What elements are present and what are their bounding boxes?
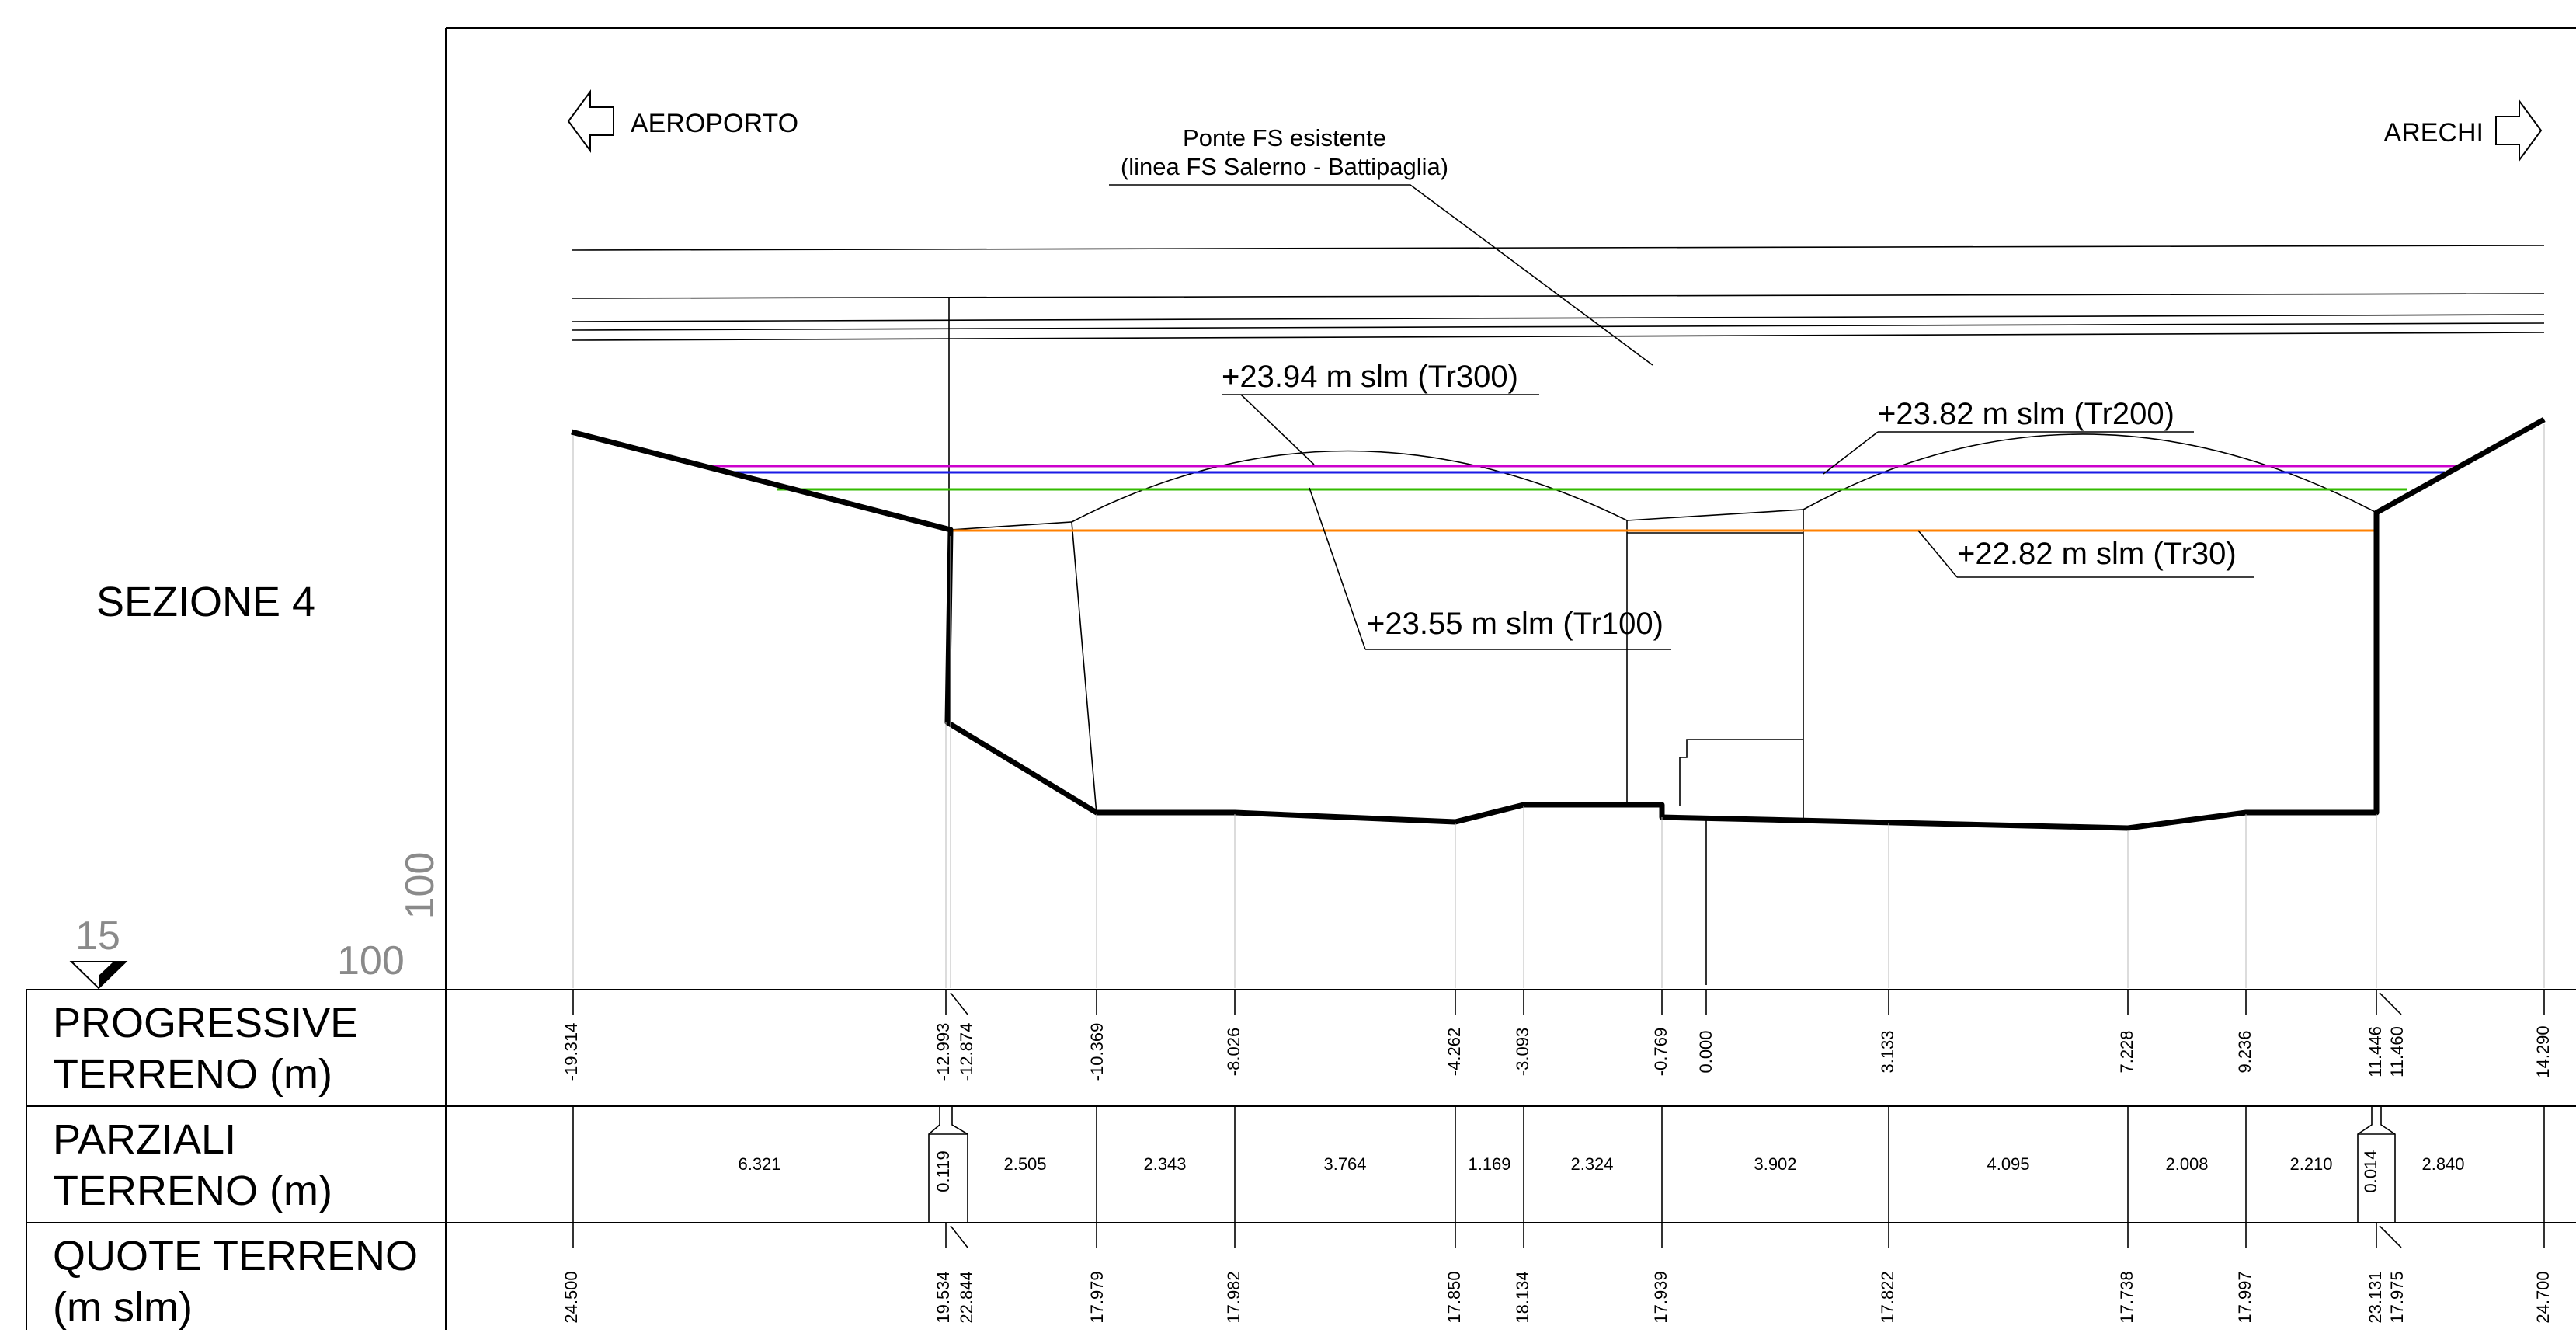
quote-value: 17.939 <box>1651 1271 1670 1323</box>
parziali-value: 2.840 <box>2421 1154 2464 1174</box>
parziali-value: 1.169 <box>1468 1154 1510 1174</box>
progressive-value: 0.000 <box>1696 1030 1716 1073</box>
progressive-value: 9.236 <box>2235 1030 2254 1073</box>
parziali-value: 3.764 <box>1323 1154 1366 1174</box>
parziali-value: 2.210 <box>2289 1154 2332 1174</box>
guide-lines <box>572 424 2545 988</box>
gap-callout-left <box>928 1106 940 1223</box>
parziali-value: 4.095 <box>1987 1154 2029 1174</box>
quote-value: 18.134 <box>1513 1271 1532 1323</box>
water-level-tr30-label: +22.82 m slm (Tr30) <box>1957 537 2237 571</box>
progressive-value: 11.446 <box>2366 1026 2385 1077</box>
parziali-value: 2.324 <box>1570 1154 1613 1174</box>
bridge-note-line1: Ponte FS esistente <box>1183 124 1386 151</box>
row-label-quote-line2: (m slm) <box>53 1284 193 1331</box>
data-table-grid <box>26 989 2576 1330</box>
quote-value: 17.850 <box>1444 1271 1464 1323</box>
quote-value: 24.700 <box>2533 1271 2553 1323</box>
quote-value: 24.500 <box>561 1271 581 1323</box>
water-level-tr200-label: +23.82 m slm (Tr200) <box>1878 397 2174 431</box>
bridge-deck-lines <box>571 245 2545 341</box>
parziali-value: 0.119 <box>933 1150 953 1192</box>
parziali-value: 6.321 <box>738 1154 780 1174</box>
direction-left-label: AEROPORTO <box>631 109 798 138</box>
parziali-value: 2.343 <box>1143 1154 1186 1174</box>
progressive-value: -3.093 <box>1513 1028 1532 1076</box>
scale-mark-100-vertical: 100 <box>398 852 443 920</box>
progressive-value: 11.460 <box>2387 1026 2407 1077</box>
quote-value: 17.822 <box>1878 1271 1897 1323</box>
progressive-value: -12.993 <box>933 1023 953 1081</box>
progressive-value: 3.133 <box>1878 1030 1897 1073</box>
quote-value: 17.997 <box>2235 1271 2254 1323</box>
parziali-value: 0.014 <box>2361 1150 2380 1192</box>
row-label-parziali-line2: TERRENO (m) <box>53 1168 332 1214</box>
row-label-progressive: PROGRESSIVE TERRENO (m) <box>53 997 358 1100</box>
parziali-value: 2.505 <box>1003 1154 1046 1174</box>
arrow-left-icon <box>567 89 614 154</box>
scale-mark-15: 15 <box>75 914 120 959</box>
row-label-quote-line1: QUOTE TERRENO <box>53 1233 419 1279</box>
arrow-right-icon <box>2495 98 2543 163</box>
bridge-note-line2: (linea FS Salerno - Battipaglia) <box>1121 153 1448 180</box>
quote-value: 17.975 <box>2387 1271 2407 1323</box>
row-label-parziali: PARZIALI TERRENO (m) <box>53 1114 332 1216</box>
quote-value: 19.534 <box>933 1271 953 1323</box>
progressive-value: -4.262 <box>1444 1028 1464 1076</box>
ground-profile-line <box>571 416 2546 831</box>
quote-value: 17.738 <box>2117 1271 2136 1323</box>
progressive-value: 14.290 <box>2533 1025 2553 1077</box>
progressive-value: -10.369 <box>1087 1023 1107 1081</box>
table-values: -19.314 -12.993 -12.874 -10.369 -8.026 -4.262… <box>561 1023 2553 1324</box>
row-label-parziali-line1: PARZIALI <box>53 1116 237 1163</box>
progressive-value: -8.026 <box>1224 1028 1243 1076</box>
progressive-value: -0.769 <box>1651 1028 1670 1076</box>
bridge-note-leader <box>1109 184 1653 366</box>
water-level-tr300-label: +23.94 m slm (Tr300) <box>1222 360 1518 394</box>
quote-value: 17.982 <box>1224 1271 1243 1323</box>
section-title: SEZIONE 4 <box>96 579 316 625</box>
scale-mark-100-horizontal: 100 <box>337 938 405 983</box>
quote-value: 17.979 <box>1087 1271 1107 1323</box>
progressive-value: 7.228 <box>2117 1030 2136 1073</box>
quote-value: 23.131 <box>2366 1271 2385 1323</box>
parziali-value: 2.008 <box>2165 1154 2208 1174</box>
progressive-value: -12.874 <box>957 1023 976 1081</box>
gap-callout-right <box>2357 1106 2373 1223</box>
row-label-quote: QUOTE TERRENO (m slm) <box>53 1230 418 1333</box>
table-ticks <box>572 990 2545 1223</box>
row-label-progressive-line1: PROGRESSIVE <box>53 1000 359 1046</box>
quote-value: 22.844 <box>957 1271 976 1323</box>
parziali-value: 3.902 <box>1754 1154 1796 1174</box>
direction-right-label: ARECHI <box>2384 118 2484 148</box>
progressive-value: -19.314 <box>561 1023 581 1081</box>
water-level-tr100-label: +23.55 m slm (Tr100) <box>1367 607 1663 641</box>
row-label-progressive-line2: TERRENO (m) <box>53 1051 332 1098</box>
